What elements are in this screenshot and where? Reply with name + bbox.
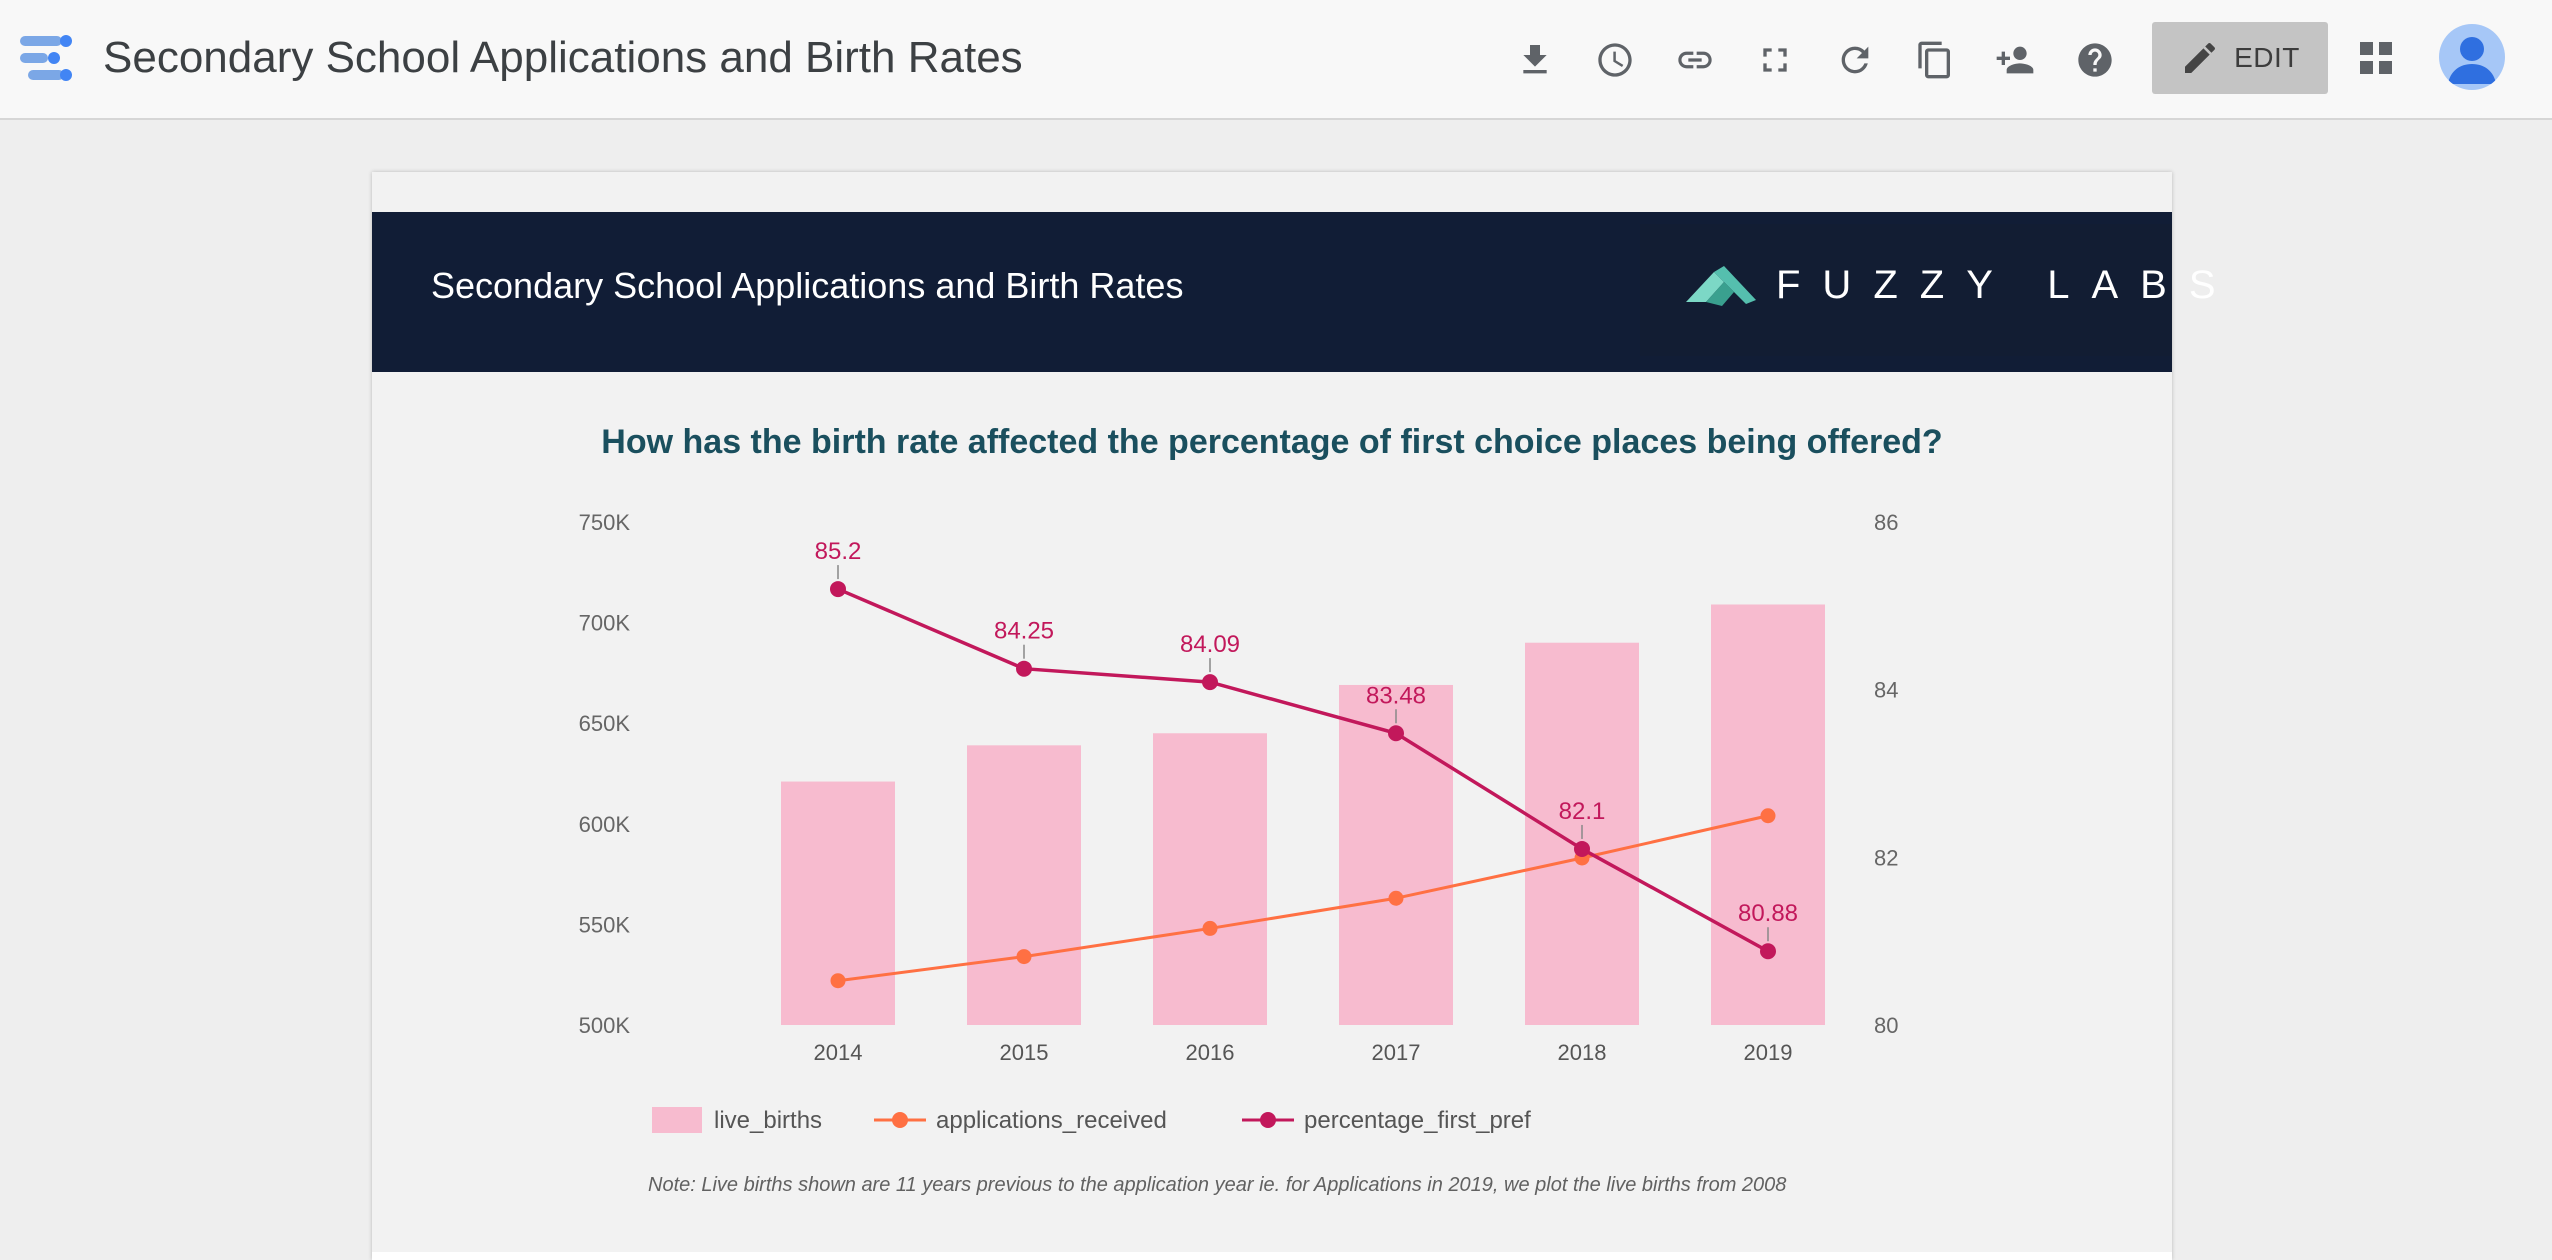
left-axis-tick-label: 750K xyxy=(579,510,631,535)
apps-grid-icon[interactable] xyxy=(2350,32,2402,84)
fuzzy-labs-logo-icon xyxy=(1686,266,1756,306)
bar-live-births xyxy=(1153,733,1267,1025)
report-page: Secondary School Applications and Birth … xyxy=(372,172,2216,1260)
point-applications-received xyxy=(1760,808,1776,824)
report-bottom-edge xyxy=(372,1252,2172,1260)
bar-live-births xyxy=(1339,684,1453,1025)
edit-button[interactable]: EDIT xyxy=(2152,22,2328,94)
right-axis-tick-label: 84 xyxy=(1874,678,1898,703)
edit-button-label: EDIT xyxy=(2234,42,2300,73)
app-top-bar: Secondary School Applications and Birth … xyxy=(0,0,2552,120)
x-axis-tick-label: 2017 xyxy=(1372,1040,1421,1065)
data-label-percentage: 85.2 xyxy=(815,538,862,565)
legend-swatch-live-births xyxy=(652,1107,702,1133)
pencil-icon xyxy=(2185,42,2216,73)
left-axis-tick-label: 550K xyxy=(579,912,631,937)
legend-label-applications-received: applications_received xyxy=(936,1107,1167,1134)
x-axis-tick-label: 2019 xyxy=(1744,1040,1793,1065)
point-percentage-first-pref xyxy=(1016,660,1032,677)
right-axis-tick-label: 86 xyxy=(1874,510,1898,535)
data-studio-logo-icon[interactable] xyxy=(18,28,78,88)
legend-label-percentage-first-pref: percentage_first_pref xyxy=(1304,1107,1531,1134)
report-header-banner: Secondary School Applications and Birth … xyxy=(372,212,2216,372)
point-percentage-first-pref xyxy=(830,581,846,598)
chart-title: How has the birth rate affected the perc… xyxy=(601,423,1943,461)
left-axis-tick-label: 650K xyxy=(579,711,631,736)
help-icon[interactable] xyxy=(2069,34,2121,86)
point-applications-received xyxy=(1388,890,1404,906)
fullscreen-icon[interactable] xyxy=(1749,34,1801,86)
x-axis-tick-label: 2016 xyxy=(1186,1040,1235,1065)
point-percentage-first-pref xyxy=(1574,840,1590,857)
user-avatar[interactable] xyxy=(2439,24,2505,90)
data-label-percentage: 80.88 xyxy=(1738,900,1798,927)
legend-marker-percentage-first-pref xyxy=(1260,1112,1276,1128)
copy-icon[interactable] xyxy=(1909,34,1961,86)
combo-chart: 500K 550K 600K 650K 700K 750K 80 82 84 86 2014 2015… xyxy=(579,510,1899,1134)
data-label-percentage: 84.25 xyxy=(994,618,1054,645)
point-percentage-first-pref xyxy=(1760,943,1776,960)
point-percentage-first-pref xyxy=(1388,725,1404,742)
point-applications-received xyxy=(1202,920,1218,936)
data-label-percentage: 82.1 xyxy=(1559,798,1606,825)
data-label-percentage: 83.48 xyxy=(1366,682,1426,709)
right-axis-tick-label: 82 xyxy=(1874,845,1898,870)
line-applications-received xyxy=(837,814,1769,983)
bar-live-births xyxy=(781,781,895,1025)
chart-footnote: Note: Live births shown are 11 years pre… xyxy=(648,1174,1787,1196)
share-icon[interactable] xyxy=(1989,34,2041,86)
app-title: Secondary School Applications and Birth … xyxy=(103,33,1023,82)
x-axis-tick-label: 2014 xyxy=(814,1040,863,1065)
legend-label-live-births: live_births xyxy=(714,1107,822,1134)
x-axis-tick-label: 2018 xyxy=(1558,1040,1607,1065)
data-label-percentage: 84.09 xyxy=(1180,631,1240,658)
left-axis-tick-label: 500K xyxy=(579,1013,631,1038)
point-applications-received xyxy=(830,973,846,989)
account-icon xyxy=(2448,37,2496,84)
legend-marker-applications-received xyxy=(892,1112,908,1128)
bar-live-births xyxy=(967,745,1081,1025)
line-percentage-first-pref xyxy=(837,587,1769,953)
report-header-title: Secondary School Applications and Birth … xyxy=(431,265,1184,306)
history-icon[interactable] xyxy=(1589,34,1641,86)
x-axis-tick-label: 2015 xyxy=(1000,1040,1049,1065)
point-percentage-first-pref xyxy=(1202,674,1218,691)
link-icon[interactable] xyxy=(1669,34,1721,86)
refresh-icon[interactable] xyxy=(1829,34,1881,86)
download-icon[interactable] xyxy=(1509,34,1561,86)
point-applications-received xyxy=(1016,949,1032,965)
right-axis-tick-label: 80 xyxy=(1874,1013,1898,1038)
brand-name: FUZZY LABS xyxy=(1776,263,2238,307)
left-axis-tick-label: 600K xyxy=(579,812,631,837)
left-axis-tick-label: 700K xyxy=(579,611,631,636)
